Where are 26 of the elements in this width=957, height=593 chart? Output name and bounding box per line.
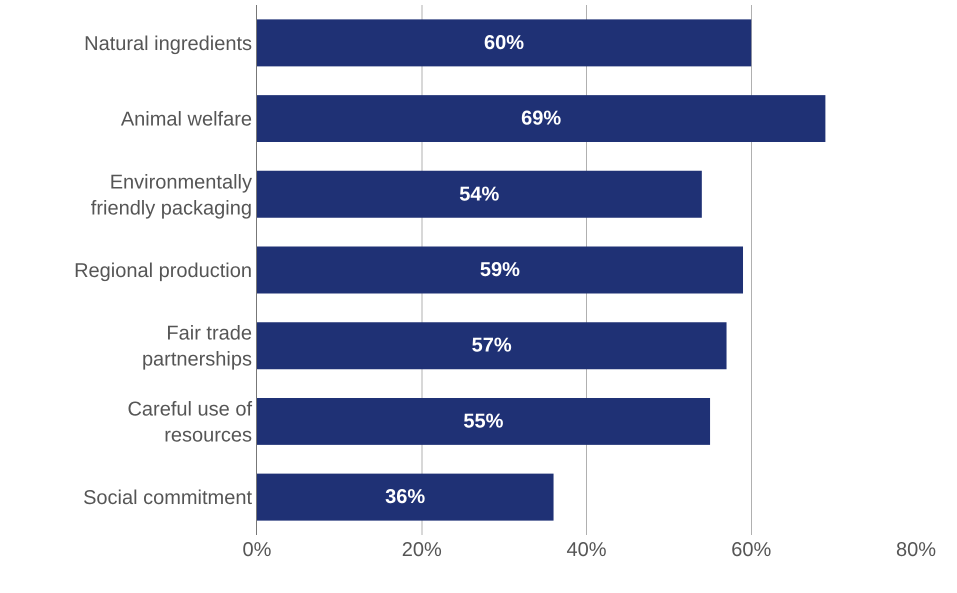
data-label: 57%: [472, 334, 512, 357]
x-tick-label: 40%: [566, 539, 607, 561]
y-tick-label: Social commitment: [83, 487, 252, 510]
y-tick-label: Careful use of resources: [127, 398, 252, 446]
y-tick-label: Fair trade partnerships: [142, 322, 252, 371]
y-tick-label: Animal welfare: [120, 108, 252, 131]
y-tick-label: Regional production: [74, 260, 252, 282]
x-tick-label: 60%: [731, 539, 772, 561]
data-label: 60%: [484, 32, 524, 54]
data-label: 55%: [463, 410, 504, 432]
bar: [257, 474, 554, 521]
bar: [257, 170, 702, 218]
bar: [257, 246, 744, 294]
data-label: 69%: [521, 108, 562, 130]
data-label: 36%: [385, 486, 426, 508]
bar: [257, 322, 727, 370]
bar: [257, 398, 710, 445]
data-label: 59%: [480, 259, 520, 281]
bar: [257, 19, 752, 66]
y-tick-label: Environmentally friendly packaging: [90, 171, 252, 220]
y-tick-label: Natural ingredients: [84, 32, 252, 55]
x-tick-label: 20%: [402, 539, 442, 561]
x-tick-label: 80%: [896, 539, 936, 561]
data-label: 54%: [459, 183, 500, 206]
bar: [257, 95, 826, 142]
x-tick-label: 0%: [242, 539, 272, 561]
